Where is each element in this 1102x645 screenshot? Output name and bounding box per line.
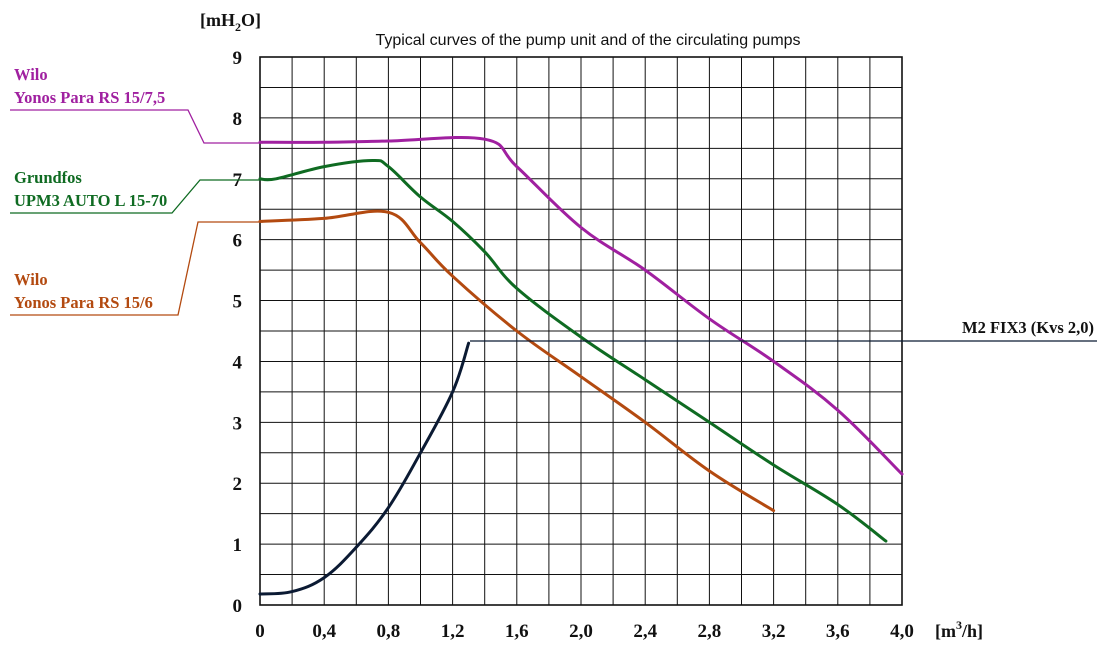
chart-title: Typical curves of the pump unit and of t… bbox=[375, 32, 800, 49]
legend-leader-lines bbox=[10, 109, 1097, 342]
y-tick-label: 2 bbox=[233, 474, 243, 495]
chart-grid bbox=[259, 56, 903, 606]
series-line-m2-fix3 bbox=[258, 341, 471, 596]
series-label: Wilo bbox=[14, 65, 48, 84]
series-label: Yonos Para RS 15/6 bbox=[14, 293, 153, 312]
y-axis-unit-label: [mH2O] bbox=[200, 10, 261, 34]
series-lines bbox=[258, 135, 904, 596]
series-label: M2 FIX3 (Kvs 2,0) bbox=[962, 318, 1094, 337]
x-tick-label: 4,0 bbox=[890, 621, 914, 642]
y-tick-label: 9 bbox=[233, 48, 243, 69]
y-tick-label: 8 bbox=[233, 109, 243, 130]
x-tick-label: 0,8 bbox=[377, 621, 401, 642]
series-line-grundfos-upm3 bbox=[258, 158, 888, 543]
y-tick-label: 3 bbox=[233, 413, 243, 434]
x-tick-label: 2,8 bbox=[698, 621, 722, 642]
x-axis-unit-label: [m3/h] bbox=[935, 618, 983, 641]
series-label: UPM3 AUTO L 15-70 bbox=[14, 191, 167, 210]
series-label: Wilo bbox=[14, 270, 48, 289]
x-tick-label: 3,6 bbox=[826, 621, 850, 642]
series-line-wilo-rs15-6 bbox=[258, 209, 776, 513]
x-tick-label: 0 bbox=[255, 621, 265, 642]
series-line-wilo-rs15-7-5 bbox=[258, 135, 904, 476]
plot-frame bbox=[259, 56, 903, 606]
y-tick-label: 0 bbox=[233, 596, 243, 617]
tick-labels: 0 0,4 0,8 1,2 1,6 2,0 2,4 2,8 3,2 3,6 4,0012345678… bbox=[233, 48, 914, 642]
x-tick-label: 3,2 bbox=[762, 621, 786, 642]
y-tick-label: 5 bbox=[233, 292, 243, 313]
y-tick-label: 1 bbox=[233, 535, 243, 556]
series-label: Grundfos bbox=[14, 168, 82, 187]
x-tick-label: 1,2 bbox=[441, 621, 465, 642]
y-tick-label: 4 bbox=[233, 352, 243, 373]
x-tick-label: 1,6 bbox=[505, 621, 529, 642]
leader-line bbox=[10, 179, 263, 214]
leader-line bbox=[10, 109, 263, 144]
x-tick-label: 2,0 bbox=[569, 621, 593, 642]
x-tick-label: 0,4 bbox=[312, 621, 336, 642]
series-label: Yonos Para RS 15/7,5 bbox=[14, 88, 165, 107]
x-tick-label: 2,4 bbox=[633, 621, 657, 642]
series-labels: Wilo Yonos Para RS 15/7,5 Grundfos UPM3 AUT… bbox=[14, 65, 1094, 337]
y-tick-label: 6 bbox=[233, 231, 243, 252]
leader-line bbox=[10, 221, 263, 316]
